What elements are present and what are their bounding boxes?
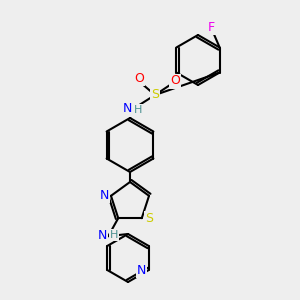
Text: N: N: [122, 103, 132, 116]
Text: O: O: [170, 74, 180, 88]
Text: N: N: [137, 263, 146, 277]
Text: N: N: [98, 229, 107, 242]
Text: S: S: [151, 88, 159, 101]
Text: F: F: [208, 21, 215, 34]
Text: H: H: [110, 230, 118, 240]
Text: H: H: [134, 105, 142, 115]
Text: S: S: [145, 212, 153, 225]
Text: N: N: [99, 189, 109, 202]
Text: O: O: [134, 71, 144, 85]
